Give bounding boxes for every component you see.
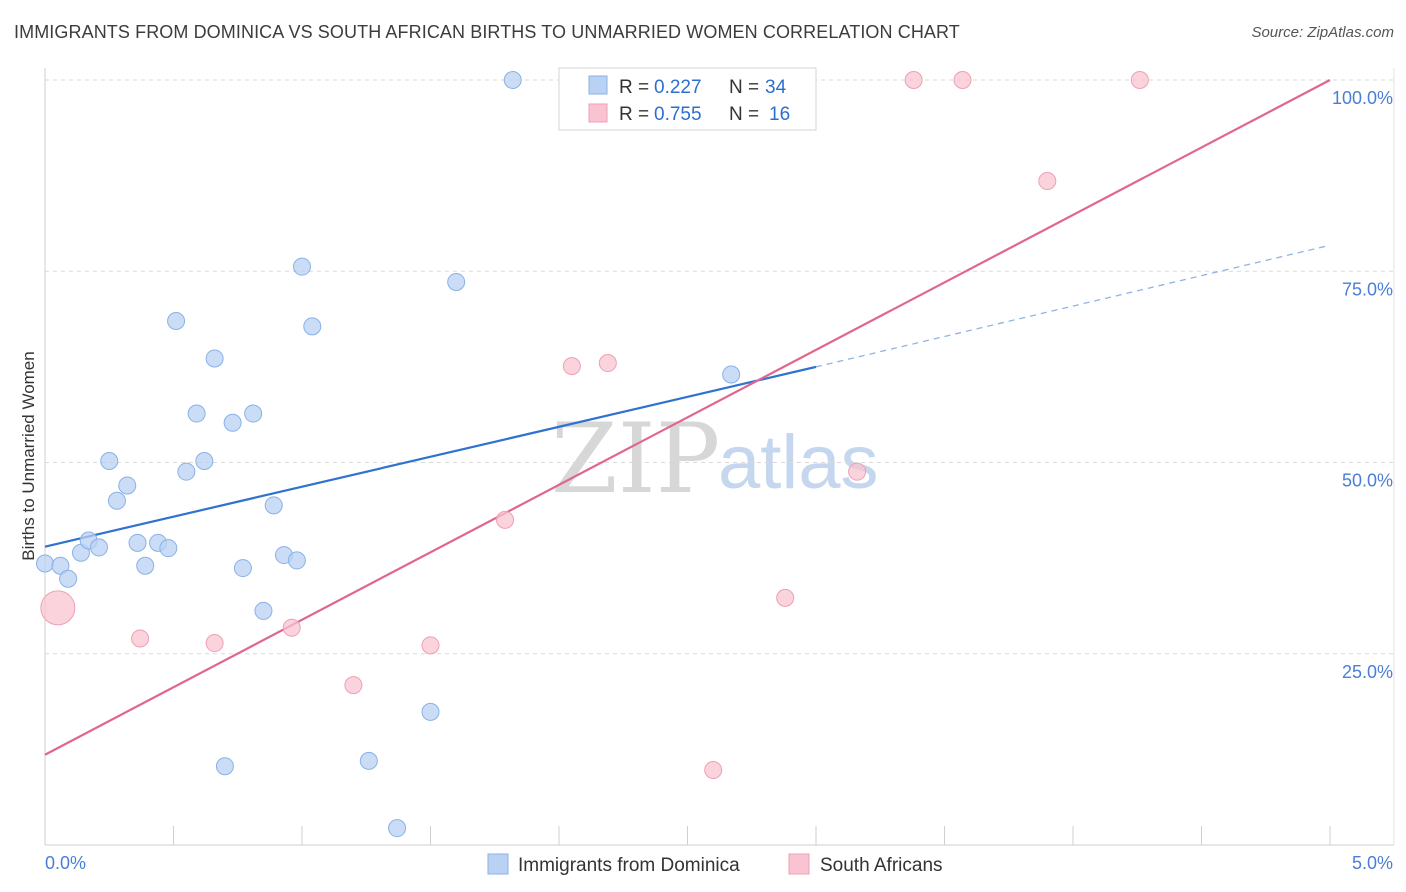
- point-dominica-10: [136, 556, 155, 575]
- trend-line-dominica-extension: [815, 244, 1331, 368]
- trend-line-dominica: [44, 365, 817, 548]
- point-dominica-6: [100, 451, 119, 470]
- source-credit: Source: ZipAtlas.com: [1251, 24, 1394, 41]
- point-south-africans-0: [40, 590, 76, 626]
- point-south-africans-1: [131, 629, 150, 648]
- point-south-africans-11: [848, 462, 867, 481]
- legend-r-value-2: 0.755: [654, 104, 702, 125]
- point-dominica-17: [205, 349, 224, 368]
- point-south-africans-12: [904, 71, 923, 89]
- trend-lines: [44, 79, 1331, 756]
- legend-n-label-1: N =: [729, 77, 759, 98]
- point-dominica-18: [215, 757, 234, 776]
- point-south-africans-2: [205, 634, 224, 653]
- point-dominica-9: [128, 533, 147, 552]
- point-south-africans-8: [598, 354, 617, 373]
- legend-r-label-2: R =: [619, 104, 649, 125]
- stats-legend: R = 0.227 N = 34 R = 0.755 N = 16: [558, 67, 817, 131]
- x-tick-label-min: 0.0%: [45, 853, 86, 873]
- point-dominica-8: [118, 476, 137, 495]
- point-dominica-16: [195, 451, 214, 470]
- series-legend-swatch-pink: [788, 853, 810, 875]
- series-legend-swatch-blue: [487, 853, 509, 875]
- y-tick-label-50: 50.0%: [1342, 471, 1393, 491]
- point-south-africans-7: [562, 357, 581, 376]
- legend-n-value-1: 34: [765, 77, 787, 98]
- point-south-africans-15: [1130, 71, 1149, 89]
- point-south-africans-10: [776, 588, 795, 607]
- point-dominica-27: [303, 317, 322, 336]
- legend-r-label-1: R =: [619, 77, 649, 98]
- point-south-africans-6: [496, 510, 515, 529]
- point-south-africans-4: [344, 676, 363, 695]
- series-legend-label-blue: Immigrants from Dominica: [518, 855, 740, 876]
- point-dominica-29: [388, 819, 407, 838]
- data-points: [36, 71, 1149, 838]
- point-dominica-13: [167, 311, 186, 330]
- series-legend: Immigrants from Dominica South Africans: [487, 853, 943, 876]
- point-dominica-33: [722, 365, 741, 384]
- y-tick-label-100: 100.0%: [1332, 88, 1393, 108]
- point-dominica-22: [254, 601, 273, 620]
- point-dominica-5: [89, 538, 108, 557]
- point-south-africans-9: [704, 761, 723, 780]
- point-dominica-28: [359, 751, 378, 770]
- point-south-africans-5: [421, 636, 440, 655]
- point-south-africans-3: [282, 618, 301, 637]
- point-dominica-20: [233, 559, 252, 578]
- y-tick-label-25: 25.0%: [1342, 662, 1393, 682]
- trend-line-south-africans: [44, 79, 1331, 756]
- point-dominica-2: [59, 569, 78, 588]
- point-dominica-14: [177, 462, 196, 481]
- chart-title: IMMIGRANTS FROM DOMINICA VS SOUTH AFRICA…: [14, 22, 960, 42]
- point-dominica-7: [107, 491, 126, 510]
- x-tick-label-max: 5.0%: [1352, 853, 1393, 873]
- point-dominica-32: [503, 71, 522, 89]
- point-dominica-25: [287, 551, 306, 570]
- point-dominica-26: [293, 257, 311, 276]
- point-dominica-23: [264, 496, 283, 515]
- series-legend-label-pink: South Africans: [820, 855, 943, 876]
- y-tick-label-75: 75.0%: [1342, 279, 1393, 299]
- legend-swatch-pink: [588, 103, 608, 123]
- point-dominica-19: [223, 413, 242, 432]
- point-dominica-30: [421, 702, 440, 721]
- point-south-africans-13: [953, 71, 972, 89]
- watermark-zip: ZIP: [551, 403, 720, 515]
- axes: 25.0% 50.0% 75.0% 100.0% 0.0% 5.0%: [44, 68, 1395, 873]
- y-axis-title: Births to Unmarried Women: [19, 351, 38, 560]
- legend-n-label-2: N =: [729, 104, 759, 125]
- legend-r-value-1: 0.227: [654, 77, 702, 98]
- point-dominica-0: [36, 554, 54, 573]
- point-dominica-15: [187, 404, 206, 423]
- legend-swatch-blue: [588, 75, 608, 95]
- point-dominica-21: [244, 404, 263, 423]
- point-south-africans-14: [1038, 171, 1057, 190]
- point-dominica-12: [159, 539, 178, 558]
- legend-n-value-2: 16: [769, 104, 790, 125]
- point-dominica-31: [447, 272, 466, 291]
